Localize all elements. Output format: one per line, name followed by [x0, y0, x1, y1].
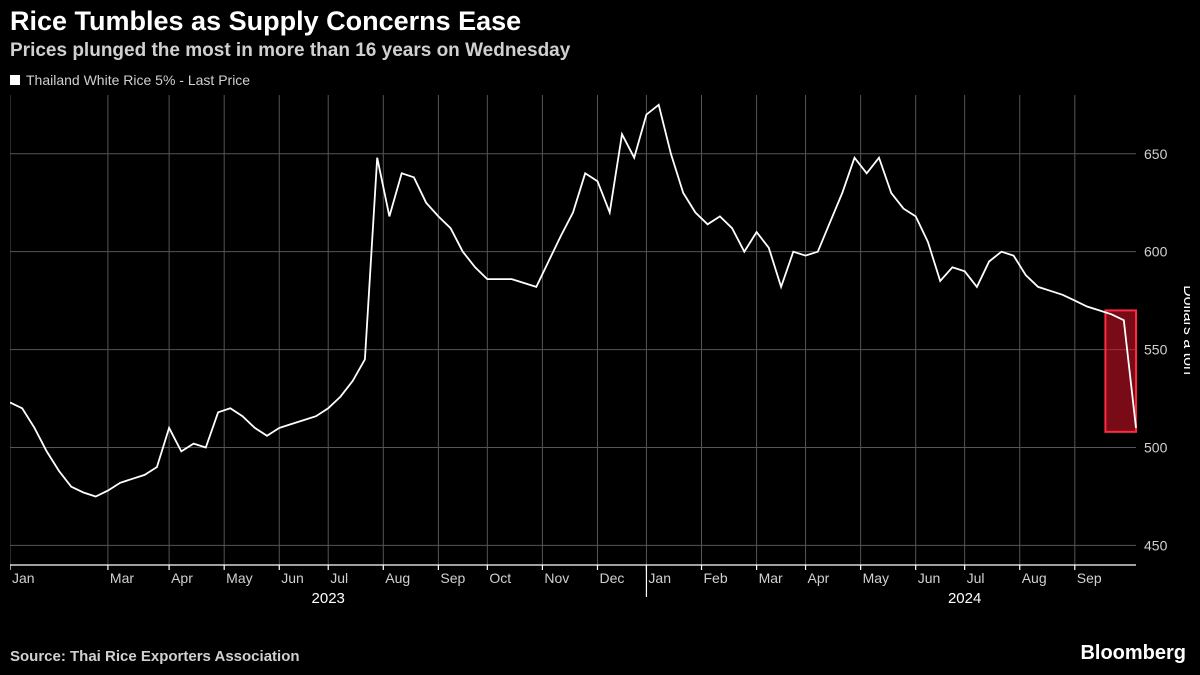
x-tick-label: Mar: [110, 570, 134, 586]
year-label: 2023: [312, 590, 345, 607]
chart-title: Rice Tumbles as Supply Concerns Ease: [10, 6, 521, 37]
x-tick-label: Jun: [281, 570, 304, 586]
x-tick-label: Jun: [918, 570, 941, 586]
x-tick-label: Apr: [808, 570, 830, 586]
year-label: 2024: [948, 590, 981, 607]
legend: Thailand White Rice 5% - Last Price: [10, 72, 250, 88]
y-tick-label: 600: [1144, 244, 1168, 260]
x-tick-label: Mar: [759, 570, 783, 586]
x-tick-label: Jul: [330, 570, 348, 586]
x-tick-label: Apr: [171, 570, 193, 586]
x-tick-label: Jan: [12, 570, 35, 586]
x-tick-label: Oct: [489, 570, 511, 586]
y-axis-title: Dollars a ton: [1180, 285, 1190, 375]
y-tick-label: 500: [1144, 440, 1168, 456]
highlight-box: [1105, 310, 1136, 431]
legend-swatch: [10, 75, 20, 85]
x-tick-label: Aug: [385, 570, 410, 586]
chart-subtitle: Prices plunged the most in more than 16 …: [10, 40, 570, 62]
y-tick-label: 650: [1144, 146, 1168, 162]
x-tick-label: Sep: [1077, 570, 1102, 586]
chart-container: Rice Tumbles as Supply Concerns Ease Pri…: [0, 0, 1200, 675]
x-tick-label: May: [226, 570, 252, 586]
x-tick-label: Jul: [967, 570, 985, 586]
source-text: Source: Thai Rice Exporters Association: [10, 648, 300, 665]
y-tick-label: 450: [1144, 537, 1168, 553]
x-tick-label: Aug: [1022, 570, 1047, 586]
brand-label: Bloomberg: [1080, 642, 1186, 665]
x-tick-label: Dec: [599, 570, 624, 586]
x-tick-label: Feb: [704, 570, 728, 586]
x-tick-label: May: [863, 570, 889, 586]
price-line: [10, 105, 1136, 497]
x-tick-label: Jan: [648, 570, 671, 586]
chart-plot: 450 500 550 600 650 Jan Mar Apr May Jun Jul Aug Sep O…: [10, 95, 1190, 635]
x-tick-label: Nov: [544, 570, 569, 586]
x-tick-label: Sep: [440, 570, 465, 586]
y-tick-label: 550: [1144, 342, 1168, 358]
legend-label: Thailand White Rice 5% - Last Price: [26, 72, 250, 88]
